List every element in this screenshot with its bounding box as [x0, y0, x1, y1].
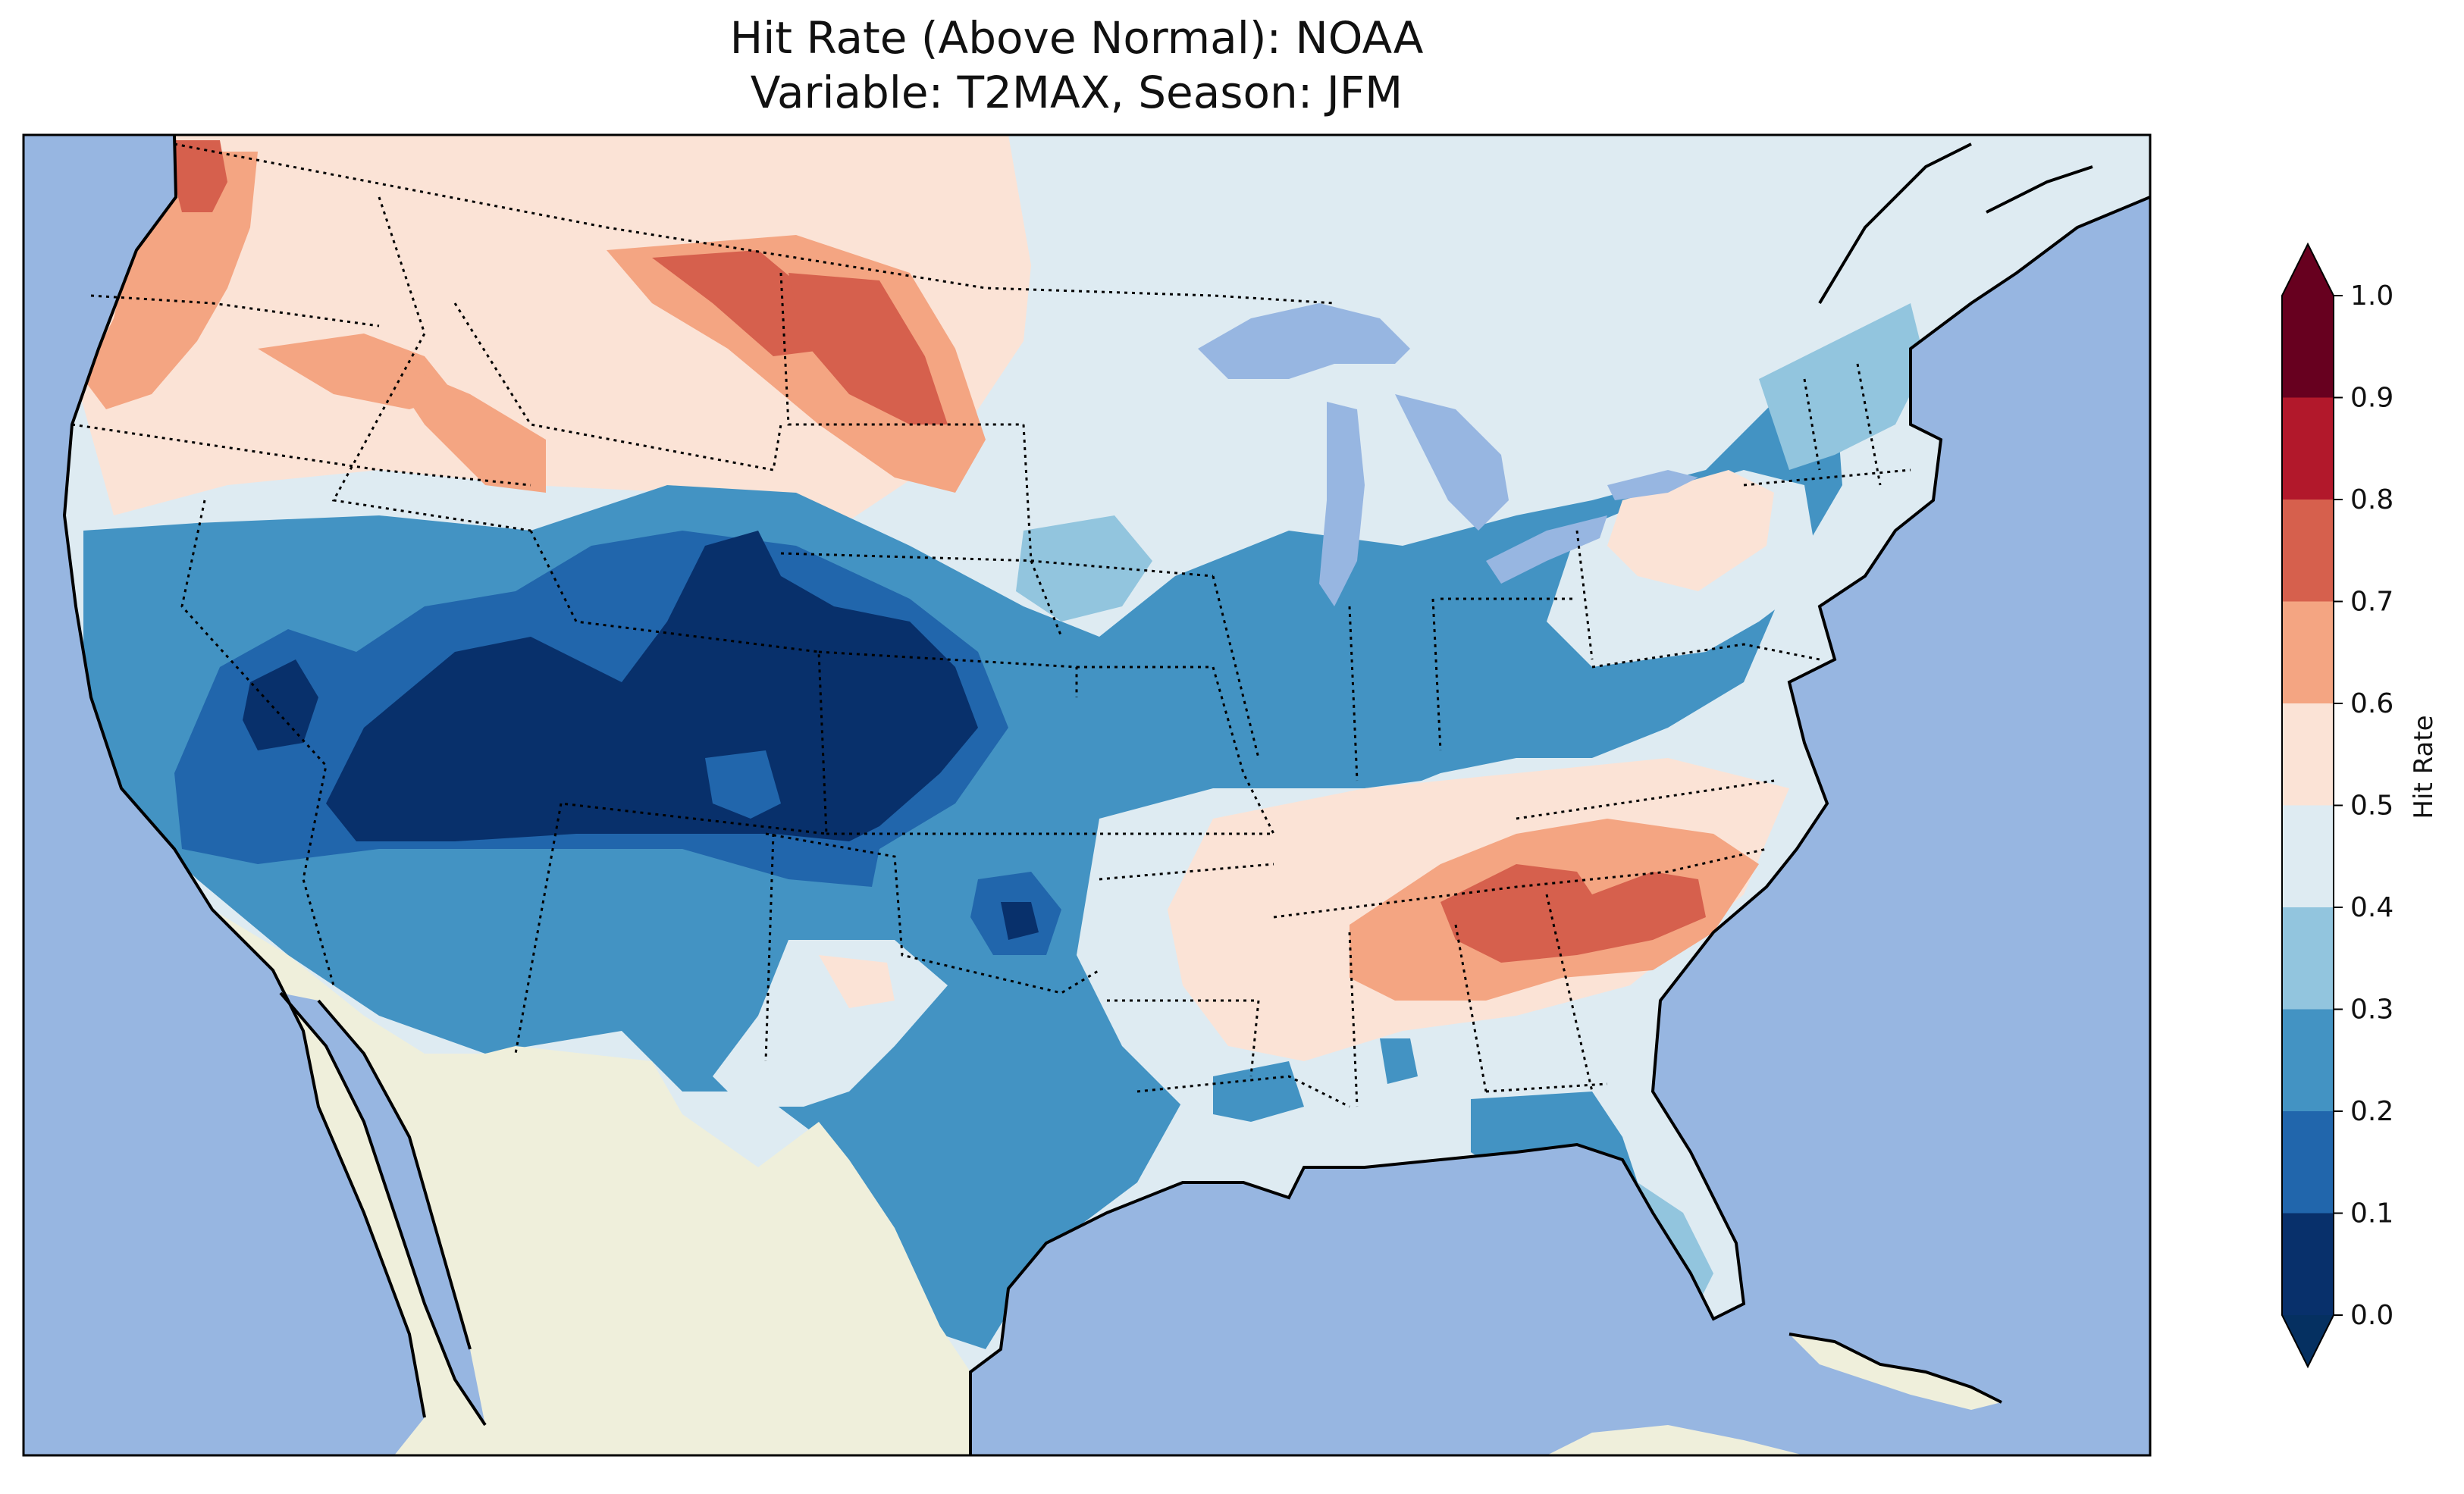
- border-gulf-states: [1136, 1075, 1608, 1108]
- colorbar-tick-label-5: 0.5: [2350, 791, 2393, 822]
- field-nw-orange: [83, 152, 258, 409]
- colorbar-bin-9: [2282, 296, 2334, 398]
- pacific-ocean: [24, 135, 425, 1455]
- coastline-gulf: [969, 196, 2150, 1455]
- title-line-2: Variable: T2MAX, Season: JFM: [750, 67, 1403, 118]
- field-newengland-light: [1759, 303, 1926, 470]
- map-title: Hit Rate (Above Normal): NOAA Variable: …: [0, 11, 2153, 120]
- colorbar-group: 0.0 0.1 0.2 0.3 0.4 0.5 0.6 0.7 0.8 0.9 1.0: [2281, 242, 2393, 1369]
- colorbar-tick-label-0: 0.0: [2350, 1300, 2393, 1331]
- field-nw-red: [171, 140, 227, 212]
- colorbar-extend-over: [2282, 244, 2334, 296]
- field-florida-light: [1638, 1182, 1713, 1304]
- field-rockies-navy: [326, 531, 978, 841]
- colorbar-tick-label-7: 0.7: [2350, 587, 2393, 618]
- coastline-baja: [279, 991, 487, 1427]
- colorbar-bin-8: [2282, 397, 2334, 500]
- colorbar-bin-7: [2282, 500, 2334, 602]
- border-idaho: [331, 196, 531, 532]
- coastlines: [62, 135, 2150, 1455]
- colorbar-tick-label-4: 0.4: [2350, 892, 2393, 923]
- border-arkansas-louisiana: [1099, 863, 1274, 1077]
- colorbar-tick-label-10: 1.0: [2350, 280, 2393, 312]
- colorbar-tick-label-3: 0.3: [2350, 994, 2393, 1026]
- border-virginia-nc: [1516, 643, 1820, 820]
- border-kentucky-tn: [1273, 847, 1767, 919]
- colorbar-bin-2: [2282, 1009, 2334, 1111]
- border-arizona-nm: [514, 803, 775, 1062]
- field-oklahoma-navy-core: [1001, 902, 1039, 940]
- cuba-land: [1789, 1334, 2002, 1410]
- field-north-tier: [76, 135, 1031, 531]
- coastline-canada-east: [1818, 143, 2093, 305]
- border-montana-wyoming: [453, 302, 782, 471]
- colorbar-tick-label-9: 0.9: [2350, 383, 2393, 414]
- colorbar-bin-4: [2282, 805, 2334, 907]
- map-frame: [22, 133, 2152, 1457]
- colorbar-label: Hit Rate: [2409, 715, 2439, 819]
- field-montana-red: [652, 250, 834, 356]
- colorbar-extend-under: [2282, 1315, 2334, 1367]
- coastline-cuba: [1788, 1333, 2002, 1404]
- border-washington-oregon: [90, 294, 380, 327]
- lake-huron: [1395, 394, 1509, 531]
- border-oklahoma-texas: [765, 832, 1100, 994]
- field-nevada-navy: [243, 659, 318, 750]
- colorbar-bin-1: [2282, 1111, 2334, 1214]
- lake-ontario: [1607, 470, 1698, 500]
- lake-michigan: [1319, 402, 1365, 606]
- field-montana-orange-1: [379, 356, 546, 493]
- border-ohio-pa: [1440, 530, 1594, 660]
- colorbar-tick-label-6: 0.6: [2350, 688, 2393, 719]
- field-texas-pink: [819, 955, 895, 1008]
- border-mississippi-alabama: [1348, 894, 1594, 1107]
- border-dakotas: [779, 272, 1039, 562]
- border-canada-us: [174, 143, 1335, 305]
- colorbar-bin-0: [2282, 1213, 2334, 1315]
- colorbar-bin-5: [2282, 703, 2334, 806]
- field-dakota-red: [788, 273, 948, 424]
- coastline-pacific: [62, 135, 426, 1418]
- title-line-1: Hit Rate (Above Normal): NOAA: [729, 12, 1424, 64]
- state-borders: [71, 143, 1911, 1108]
- field-carolina-red: [1440, 864, 1706, 963]
- border-new-england: [1743, 363, 1911, 487]
- colorbar-tick-label-2: 0.2: [2350, 1096, 2393, 1127]
- colorbar-tick-label-1: 0.1: [2350, 1198, 2393, 1229]
- great-lakes: [1198, 303, 1698, 606]
- border-missouri: [1077, 666, 1276, 835]
- gulf-of-california: [281, 993, 485, 1425]
- border-illinois-indiana: [1212, 575, 1442, 781]
- colorbar-tick-label-8: 0.8: [2350, 484, 2393, 515]
- field-northeast-pink: [1607, 470, 1774, 591]
- border-minnesota-iowa: [1022, 424, 1214, 637]
- field-plains-light: [1016, 515, 1152, 622]
- yucatan-land: [1547, 1425, 1804, 1455]
- colorbar-bin-6: [2282, 601, 2334, 703]
- border-oregon-california: [71, 423, 531, 487]
- colorbar-bin-3: [2282, 907, 2334, 1010]
- field-colorado-blue-patch: [705, 750, 781, 819]
- gulf-of-mexico: [970, 197, 2150, 1455]
- lake-superior: [1198, 303, 1410, 379]
